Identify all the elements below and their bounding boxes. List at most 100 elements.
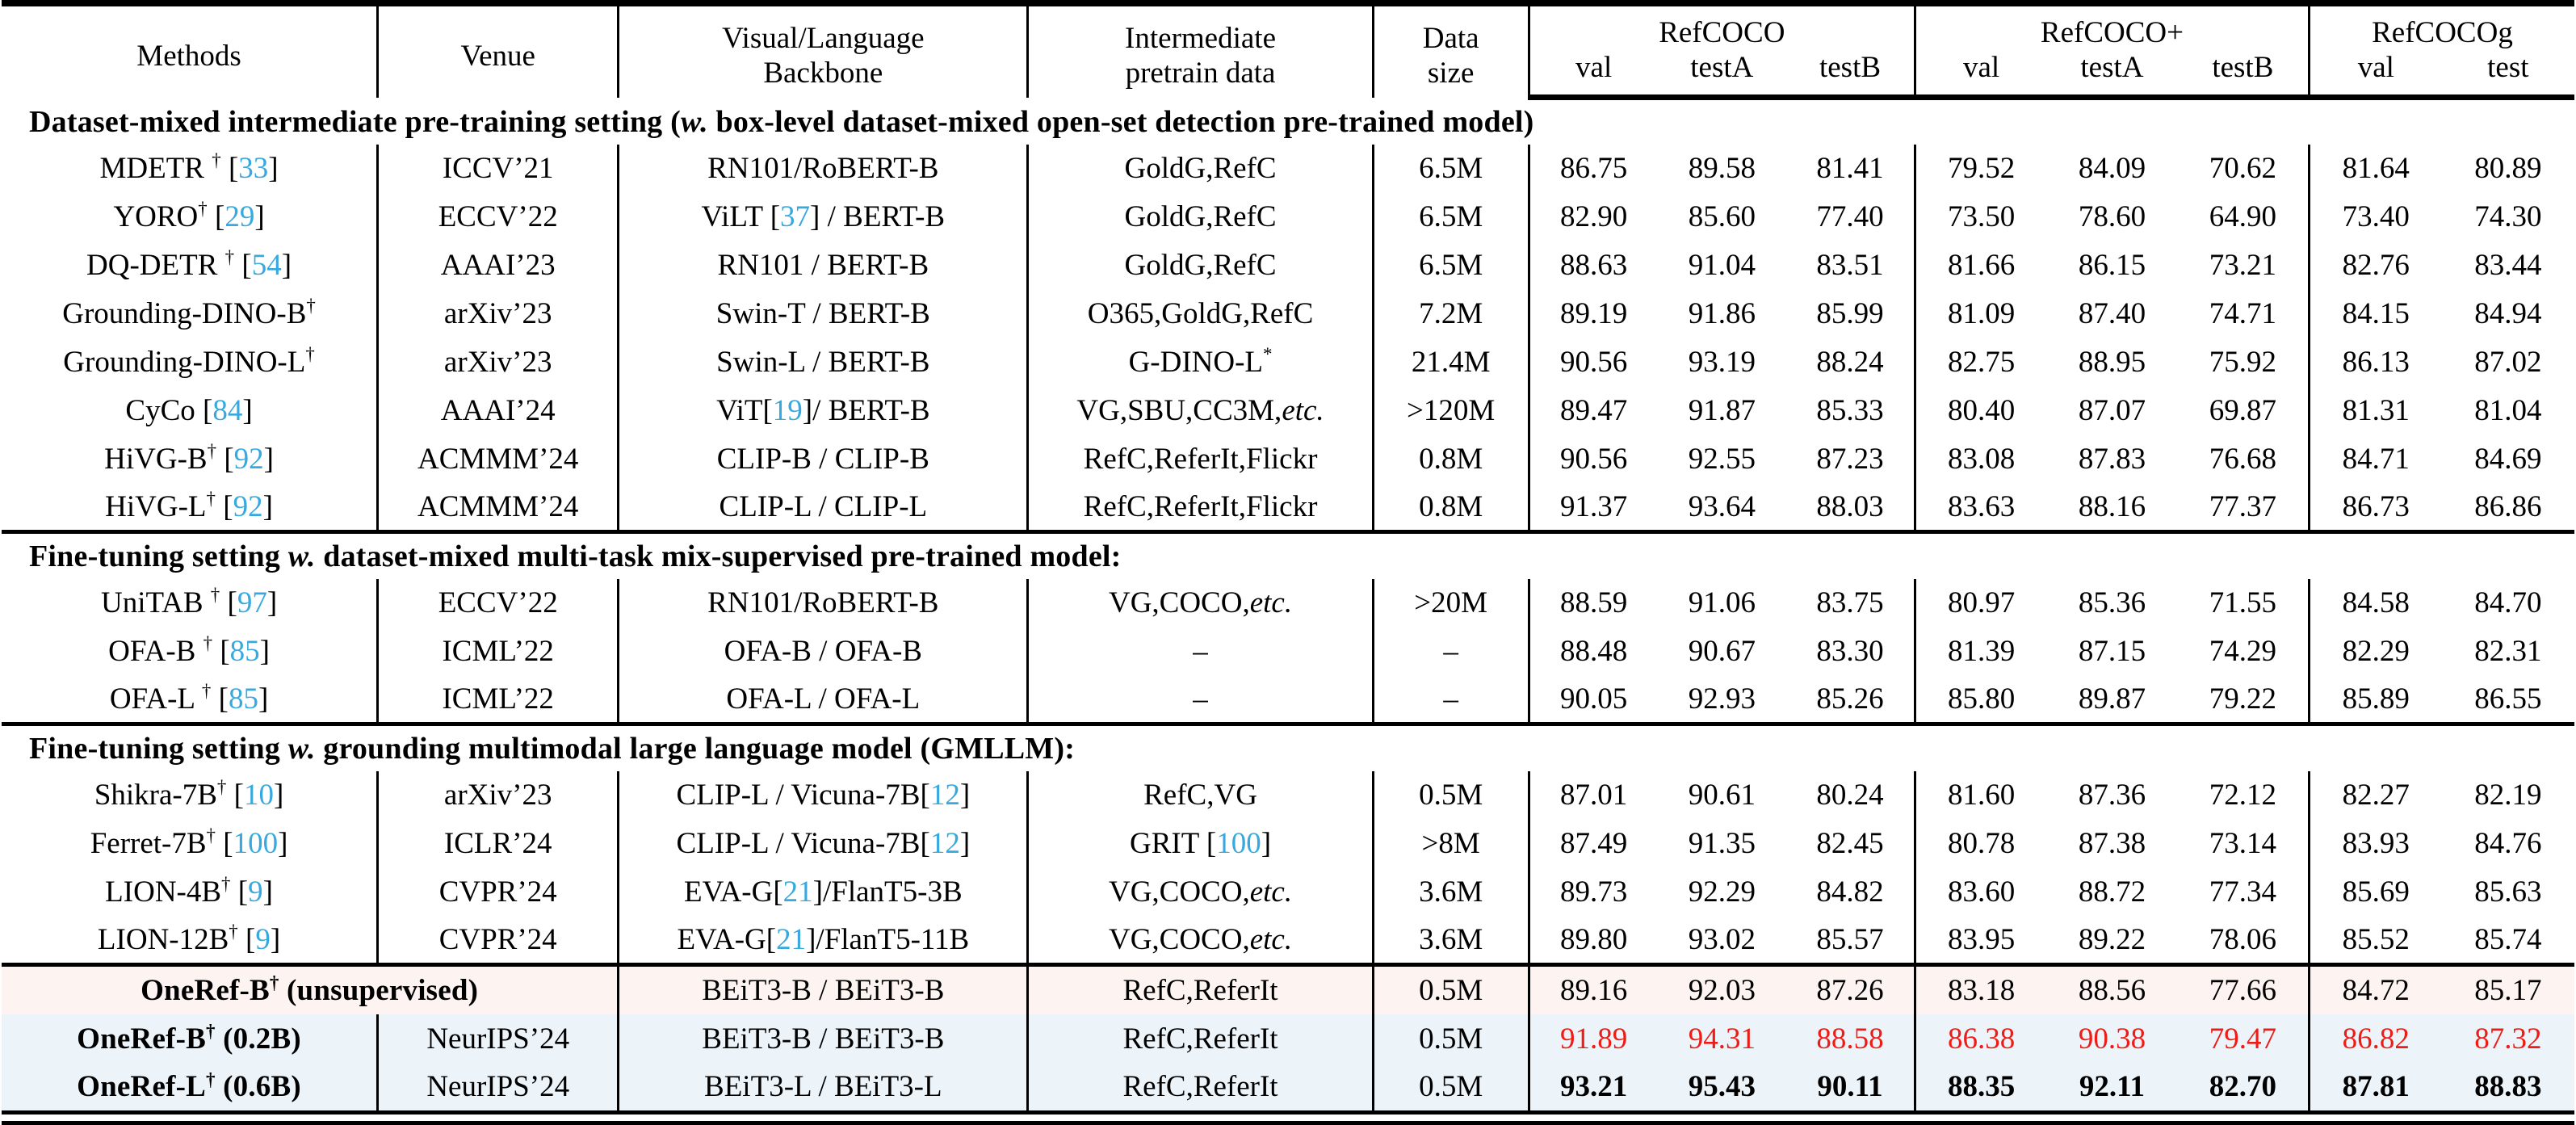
table-row: HiVG-L† [92] ACMMM’24 CLIP-L / CLIP-L RefC,… [2, 483, 2574, 532]
score-cell: 88.72 [2078, 875, 2146, 909]
venue-cell: ECCV’22 [376, 578, 619, 628]
citation-link[interactable]: 100 [1216, 827, 1261, 860]
citation-link[interactable]: 97 [237, 586, 267, 619]
backbone-cell: CLIP-B / CLIP-B [617, 434, 1028, 484]
score-cell: 88.95 [2078, 346, 2146, 379]
score-cell: 89.87 [2078, 682, 2146, 716]
score-cell: 89.22 [2078, 922, 2146, 956]
score-cell: 91.37 [1527, 483, 1658, 532]
col-header-backbone-line2: Backbone [763, 57, 883, 90]
citation-link[interactable]: 92 [233, 489, 263, 523]
venue-cell: arXiv’23 [376, 770, 619, 820]
score-cell: 82.75 [1914, 338, 2047, 387]
venue-cell: AAAI’24 [376, 386, 619, 435]
method-cell: HiVG-B† [92] [104, 441, 274, 476]
score-cell: 83.08 [1914, 434, 2047, 484]
citation-link[interactable]: 85 [229, 635, 260, 668]
pretrain-data-cell: O365,GoldG,RefC [1026, 289, 1374, 338]
venue-cell: ICLR’24 [376, 819, 619, 868]
score-cell: 81.60 [1914, 770, 2047, 820]
subcol-refcocog-val: val [2307, 50, 2442, 100]
group-header-refcoco: RefCOCO [1527, 3, 1915, 50]
venue-cell: ACMMM’24 [376, 434, 619, 484]
data-size-cell: 0.8M [1371, 434, 1529, 484]
score-cell: 79.22 [2209, 682, 2276, 716]
pretrain-data-cell: RefC,ReferIt,Flickr [1026, 483, 1374, 532]
score-cell: 85.89 [2307, 675, 2442, 724]
pretrain-data-cell: GoldG,RefC [1026, 241, 1374, 290]
score-cell: 91.35 [1688, 827, 1756, 860]
score-cell: 88.83 [2441, 1063, 2574, 1115]
table-row: LION-12B† [9] CVPR’24 EVA-G[21]/FlanT5-11B… [2, 916, 2574, 965]
citation-link[interactable]: 85 [228, 682, 258, 716]
data-size-cell: 3.6M [1371, 867, 1529, 917]
score-cell: 80.89 [2474, 152, 2542, 185]
subcol-refcoco-plus-testa: testA [2046, 50, 2178, 100]
method-cell: OneRef-L† (0.6B) [2, 1063, 378, 1115]
citation-link[interactable]: 100 [233, 827, 279, 860]
citation-link[interactable]: 12 [929, 827, 960, 860]
col-header-pretrain-line1: Intermediate [1125, 22, 1276, 56]
citation-link[interactable]: 21 [782, 875, 813, 909]
score-cell: 88.03 [1816, 489, 1884, 523]
score-cell: 82.90 [1527, 192, 1658, 241]
col-header-size-line1: Data [1422, 22, 1479, 56]
citation-link[interactable]: 10 [243, 779, 274, 812]
score-cell: 73.50 [1914, 192, 2047, 241]
citation-link[interactable]: 19 [772, 394, 803, 427]
score-cell: 87.23 [1816, 443, 1884, 476]
citation-link[interactable]: 33 [238, 152, 269, 185]
venue-cell: ECCV’22 [376, 192, 619, 241]
backbone-cell: BEiT3-B / BEiT3-B [617, 963, 1028, 1014]
subcol-refcoco-plus-testb: testB [2177, 50, 2310, 100]
citation-link[interactable]: 84 [212, 394, 243, 427]
score-cell: 81.04 [2474, 394, 2542, 427]
citation-link[interactable]: 9 [255, 922, 271, 956]
backbone-cell: EVA-G[21]/FlanT5-3B [617, 867, 1028, 917]
citation-link[interactable]: 29 [224, 200, 255, 233]
citation-link[interactable]: 37 [780, 200, 811, 233]
data-size-cell: – [1371, 627, 1529, 676]
citation-link[interactable]: 21 [776, 922, 807, 956]
score-cell: 84.69 [2474, 443, 2542, 476]
citation-link[interactable]: 9 [248, 875, 263, 909]
venue-cell: ICCV’21 [376, 144, 619, 193]
venue-cell: NeurIPS’24 [376, 1063, 619, 1115]
pretrain-data-cell: RefC,ReferIt [1026, 963, 1374, 1014]
data-size-cell: >8M [1371, 819, 1529, 868]
section-header: Fine-tuning setting w. dataset-mixed mul… [2, 530, 2574, 579]
subcol-refcoco-plus-val: val [1914, 50, 2047, 100]
score-cell: 86.15 [2078, 249, 2146, 282]
score-cell: 87.01 [1527, 770, 1658, 820]
citation-link[interactable]: 54 [251, 249, 282, 282]
citation-link[interactable]: 12 [929, 779, 960, 812]
col-header-backbone-line1: Visual/Language [722, 22, 925, 56]
backbone-cell: BEiT3-B / BEiT3-B [617, 1014, 1028, 1064]
backbone-cell: RN101/RoBERT-B [617, 144, 1028, 193]
pretrain-data-cell: RefC,ReferIt,Flickr [1026, 434, 1374, 484]
backbone-cell: ViLT [37] / BERT-B [617, 192, 1028, 241]
score-cell: 87.02 [2474, 346, 2542, 379]
method-cell: UniTAB † [97] [100, 585, 278, 619]
score-cell: 78.06 [2209, 922, 2276, 956]
group-header-refcocog: RefCOCOg [2307, 3, 2574, 50]
pretrain-data-cell: GRIT [100] [1026, 819, 1374, 868]
score-cell: 88.48 [1527, 627, 1658, 676]
backbone-cell: ViT[19]/ BERT-B [617, 386, 1028, 435]
score-cell: 82.76 [2307, 241, 2442, 290]
data-size-cell: 7.2M [1371, 289, 1529, 338]
score-cell: 87.07 [2078, 394, 2146, 427]
score-cell: 90.56 [1527, 338, 1658, 387]
col-header-size-line2: size [1427, 57, 1475, 90]
pretrain-data-cell: VG,SBU,CC3M,etc. [1026, 386, 1374, 435]
table-row: Shikra-7B† [10] arXiv’23 CLIP-L / Vicuna-7… [2, 770, 2574, 820]
venue-cell: AAAI’23 [376, 241, 619, 290]
score-cell: 81.64 [2307, 144, 2442, 193]
table-row: Grounding-DINO-B† arXiv’23 Swin-T / BERT-B… [2, 289, 2574, 338]
score-cell: 83.18 [1914, 963, 2047, 1014]
score-cell: 72.12 [2209, 779, 2276, 812]
score-cell: 90.56 [1527, 434, 1658, 484]
citation-link[interactable]: 92 [233, 443, 264, 476]
score-cell: 93.64 [1688, 489, 1756, 523]
